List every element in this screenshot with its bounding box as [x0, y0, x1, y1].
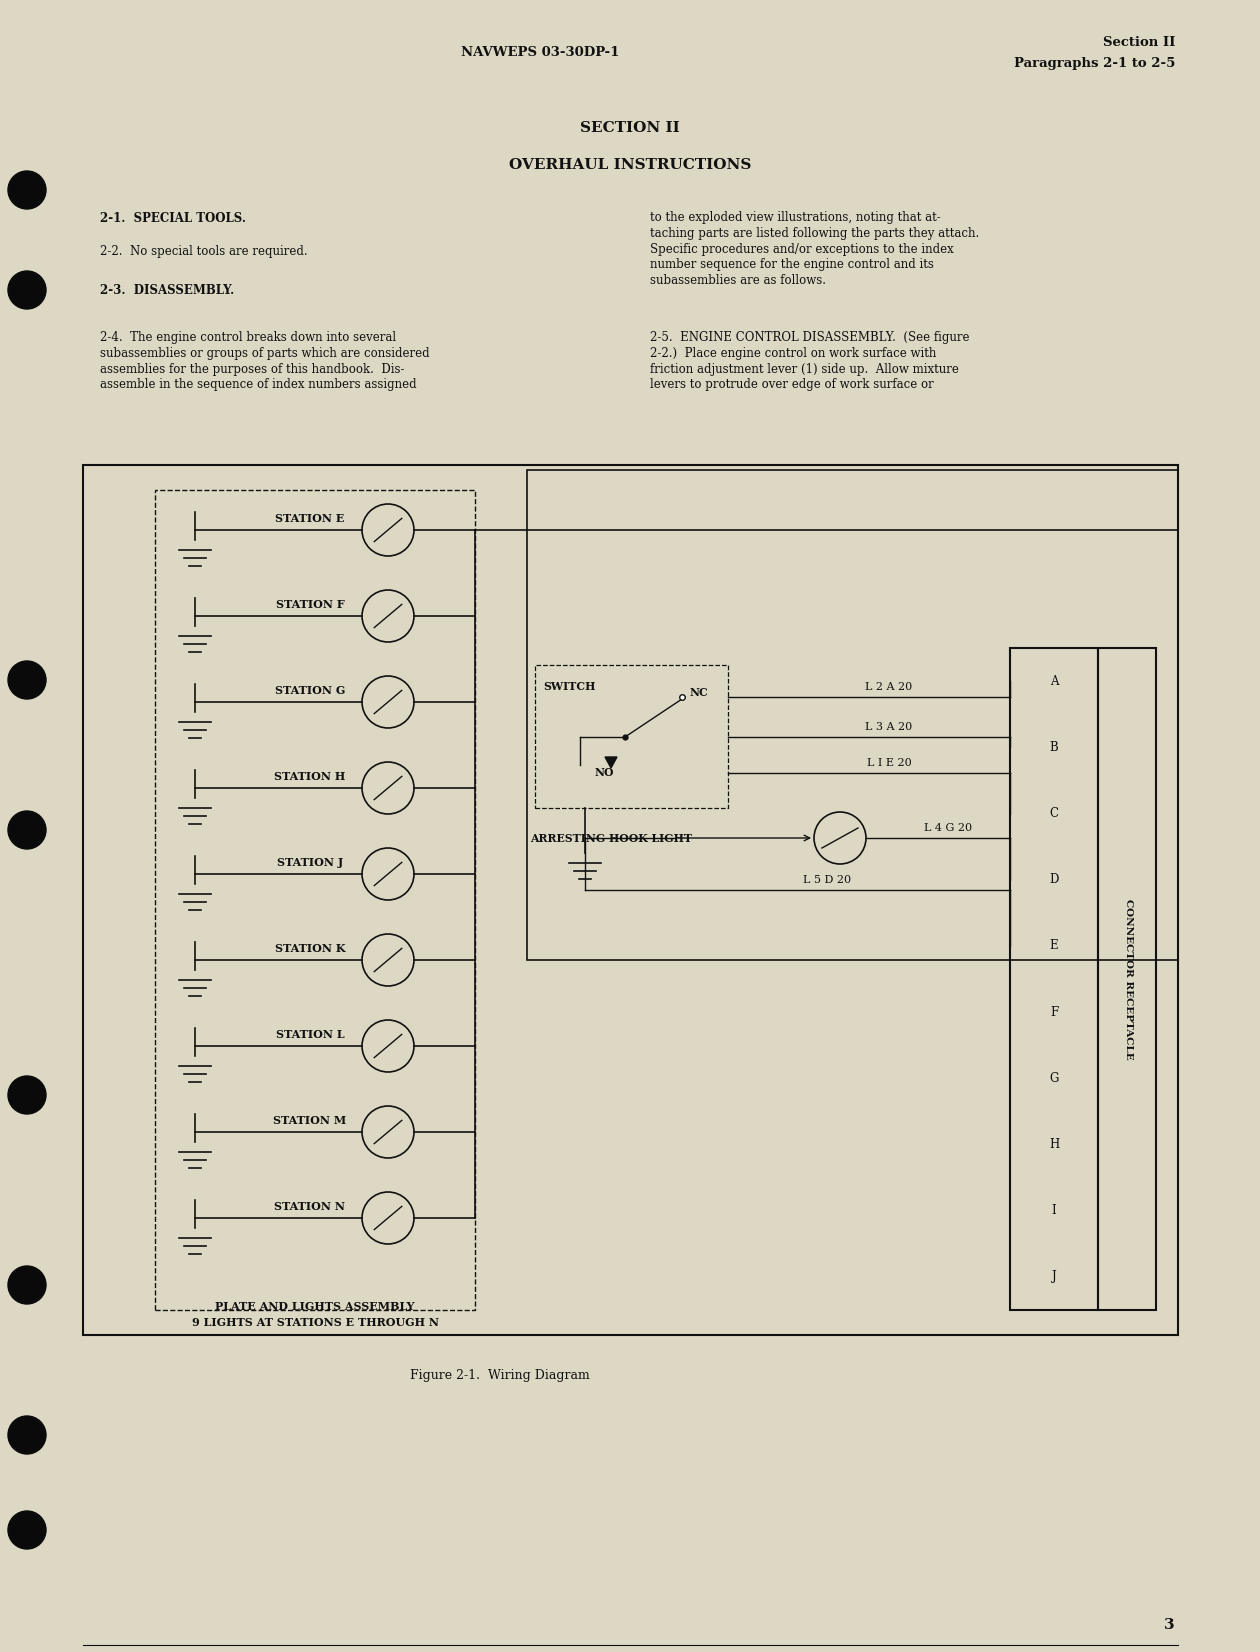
- Text: 2-3.  DISASSEMBLY.: 2-3. DISASSEMBLY.: [100, 284, 234, 296]
- Text: 2-1.  SPECIAL TOOLS.: 2-1. SPECIAL TOOLS.: [100, 211, 246, 225]
- Text: PLATE AND LIGHTS ASSEMBLY: PLATE AND LIGHTS ASSEMBLY: [215, 1302, 415, 1312]
- Text: L 5 D 20: L 5 D 20: [804, 876, 852, 885]
- Text: STATION K: STATION K: [275, 943, 345, 953]
- Circle shape: [8, 1512, 47, 1550]
- Text: D: D: [1050, 874, 1058, 885]
- Text: L 4 G 20: L 4 G 20: [924, 823, 971, 833]
- Text: number sequence for the engine control and its: number sequence for the engine control a…: [650, 258, 934, 271]
- Circle shape: [8, 811, 47, 849]
- Text: 9 LIGHTS AT STATIONS E THROUGH N: 9 LIGHTS AT STATIONS E THROUGH N: [192, 1317, 438, 1328]
- Text: B: B: [1050, 740, 1058, 753]
- Text: I: I: [1052, 1204, 1056, 1218]
- Text: L 2 A 20: L 2 A 20: [866, 682, 912, 692]
- Text: levers to protrude over edge of work surface or: levers to protrude over edge of work sur…: [650, 378, 934, 392]
- Bar: [155, 491, 475, 1310]
- Text: G: G: [1050, 1072, 1058, 1085]
- Text: OVERHAUL INSTRUCTIONS: OVERHAUL INSTRUCTIONS: [509, 159, 751, 172]
- Text: ARRESTING HOOK LIGHT: ARRESTING HOOK LIGHT: [530, 833, 692, 844]
- Text: friction adjustment lever (1) side up.  Allow mixture: friction adjustment lever (1) side up. A…: [650, 362, 959, 375]
- Text: assemble in the sequence of index numbers assigned: assemble in the sequence of index number…: [100, 378, 417, 392]
- Circle shape: [8, 172, 47, 210]
- Circle shape: [8, 1075, 47, 1113]
- Text: STATION N: STATION N: [275, 1201, 345, 1211]
- Text: NC: NC: [690, 687, 708, 699]
- Text: C: C: [1050, 806, 1058, 819]
- Polygon shape: [605, 757, 617, 768]
- Text: 2-5.  ENGINE CONTROL DISASSEMBLY.  (See figure: 2-5. ENGINE CONTROL DISASSEMBLY. (See fi…: [650, 332, 969, 345]
- Text: Specific procedures and/or exceptions to the index: Specific procedures and/or exceptions to…: [650, 243, 954, 256]
- Text: to the exploded view illustrations, noting that at-: to the exploded view illustrations, noti…: [650, 211, 941, 225]
- Text: J: J: [1052, 1270, 1056, 1284]
- Text: Figure 2-1.  Wiring Diagram: Figure 2-1. Wiring Diagram: [410, 1368, 590, 1381]
- Text: assemblies for the purposes of this handbook.  Dis-: assemblies for the purposes of this hand…: [100, 362, 404, 375]
- Bar: [527, 471, 1178, 960]
- Text: CONNECTOR RECEPTACLE: CONNECTOR RECEPTACLE: [1124, 899, 1133, 1059]
- Bar: [83, 464, 1178, 1335]
- Text: STATION G: STATION G: [275, 684, 345, 695]
- Text: H: H: [1048, 1138, 1060, 1151]
- Text: L I E 20: L I E 20: [867, 758, 911, 768]
- Text: STATION H: STATION H: [275, 770, 345, 781]
- Text: SECTION II: SECTION II: [580, 121, 680, 135]
- Text: SWITCH: SWITCH: [543, 682, 596, 692]
- Text: subassemblies are as follows.: subassemblies are as follows.: [650, 274, 827, 286]
- Text: NAVWEPS 03-30DP-1: NAVWEPS 03-30DP-1: [461, 46, 619, 58]
- Text: 3: 3: [1164, 1617, 1176, 1632]
- Text: E: E: [1050, 940, 1058, 953]
- Text: NO: NO: [595, 768, 615, 778]
- Text: 2-2.)  Place engine control on work surface with: 2-2.) Place engine control on work surfa…: [650, 347, 936, 360]
- Text: STATION J: STATION J: [277, 856, 343, 867]
- Text: STATION L: STATION L: [276, 1029, 344, 1039]
- Text: 2-2.  No special tools are required.: 2-2. No special tools are required.: [100, 246, 307, 258]
- Circle shape: [8, 1416, 47, 1454]
- Text: F: F: [1050, 1006, 1058, 1019]
- Text: Section II: Section II: [1102, 35, 1176, 48]
- Text: STATION E: STATION E: [276, 512, 345, 524]
- Circle shape: [8, 1265, 47, 1303]
- Text: taching parts are listed following the parts they attach.: taching parts are listed following the p…: [650, 226, 979, 240]
- Circle shape: [8, 661, 47, 699]
- Circle shape: [8, 271, 47, 309]
- Text: Paragraphs 2-1 to 2-5: Paragraphs 2-1 to 2-5: [1013, 56, 1176, 69]
- Text: 2-4.  The engine control breaks down into several: 2-4. The engine control breaks down into…: [100, 332, 396, 345]
- Bar: [536, 666, 728, 808]
- Bar: [1097, 648, 1155, 1310]
- Text: A: A: [1050, 674, 1058, 687]
- Text: subassemblies or groups of parts which are considered: subassemblies or groups of parts which a…: [100, 347, 430, 360]
- Bar: [1011, 648, 1097, 1310]
- Text: STATION M: STATION M: [273, 1115, 347, 1125]
- Text: STATION F: STATION F: [276, 598, 344, 610]
- Text: L 3 A 20: L 3 A 20: [866, 722, 912, 732]
